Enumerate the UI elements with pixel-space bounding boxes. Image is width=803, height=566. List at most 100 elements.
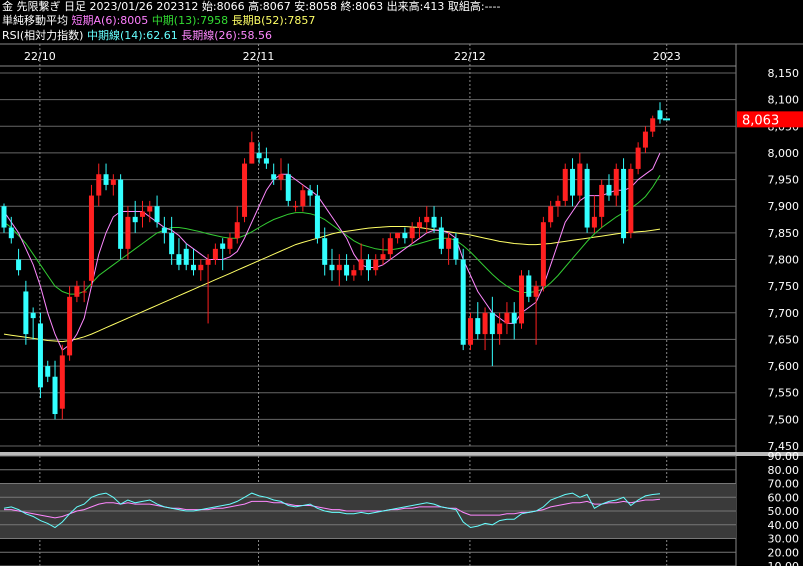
candle-up: [409, 227, 415, 239]
candle-down: [30, 312, 36, 319]
candle-down: [37, 323, 43, 388]
candle-down: [191, 264, 197, 271]
price-tick-label: 7,450: [768, 440, 800, 453]
rsi-mid-legend: 中期線(14):62.61: [86, 29, 178, 42]
candle-up: [227, 238, 233, 249]
ma-mid-line: [3, 175, 661, 295]
candle-up: [642, 131, 648, 148]
candle-down: [606, 184, 612, 196]
candle-down: [657, 110, 663, 120]
price-tick-label: 8,150: [768, 67, 800, 80]
rsi-tick-label: 20.00: [768, 546, 800, 559]
candle-down: [475, 318, 481, 335]
candle-up: [416, 222, 422, 228]
candle-up: [358, 259, 364, 271]
candle-down: [570, 168, 576, 196]
price-tick-label: 8,100: [768, 94, 800, 107]
candle-down: [8, 227, 14, 239]
candle-up: [293, 206, 299, 208]
rsi-long-line: [4, 498, 661, 519]
rsi-tick-label: 80.00: [768, 464, 800, 477]
ma-long-legend: 長期B(52):7857: [231, 14, 316, 27]
candle-up: [548, 206, 554, 223]
candle-down: [118, 179, 124, 249]
rsi-panel: 90.0080.0070.0060.0050.0040.0030.0020.00…: [0, 450, 799, 566]
date-label: 22/12: [454, 50, 486, 63]
rsi-mid-line: [3, 492, 661, 529]
price-tick-label: 7,550: [768, 387, 800, 400]
last-price-box: [737, 111, 803, 128]
candle-down: [314, 195, 320, 239]
instrument-summary: 金 先限繋ぎ 日足 2023/01/26 202312 始:8066 高:806…: [2, 0, 501, 13]
candle-down: [154, 206, 160, 223]
candle-up: [351, 270, 357, 276]
rsi-long-legend: 長期線(26):58.56: [181, 29, 273, 42]
price-tick-label: 7,750: [768, 280, 800, 293]
moving-averages: [3, 152, 661, 351]
candle-up: [533, 286, 539, 297]
candle-up: [67, 296, 73, 356]
candle-down: [161, 227, 167, 233]
candle-up: [650, 118, 656, 132]
candle-up: [446, 238, 452, 249]
candle-up: [212, 248, 218, 260]
date-axis: 22/10 22/11 22/12 2023: [24, 50, 681, 63]
ma-short-line: [3, 152, 661, 351]
candle-up: [249, 142, 255, 164]
rsi-tick-label: 30.00: [768, 533, 800, 546]
date-label: 22/10: [24, 50, 56, 63]
candle-down: [365, 259, 371, 271]
candle-up: [387, 238, 393, 255]
candle-up: [198, 264, 204, 271]
candle-up: [88, 195, 94, 281]
candle-up: [555, 200, 561, 207]
candle-down: [23, 291, 29, 335]
candle-up: [205, 259, 211, 265]
ma-legend: 単純移動平均 短期A(6):8005 中期(13):7958 長期B(52):7…: [2, 14, 315, 28]
candles: [1, 102, 663, 420]
candle-down: [103, 174, 109, 185]
candle-up: [635, 147, 641, 169]
price-axis: 8,1508,1008,0508,0007,9507,9007,8507,800…: [768, 67, 800, 453]
price-tick-label: 7,800: [768, 254, 800, 267]
date-label: 22/11: [243, 50, 275, 63]
candle-down: [16, 259, 22, 271]
price-tick-label: 7,650: [768, 333, 800, 346]
candle-up: [234, 222, 240, 239]
rsi-legend-title: RSI(相対力指数): [2, 29, 84, 42]
candle-down: [132, 216, 138, 223]
rsi-tick-label: 40.00: [768, 519, 800, 532]
candle-down: [176, 254, 182, 265]
candle-up: [599, 184, 605, 217]
candle-down: [45, 366, 51, 377]
rsi-tick-label: 50.00: [768, 505, 800, 518]
candle-up: [540, 222, 546, 287]
rsi-tick-label: 60.00: [768, 491, 800, 504]
price-tick-label: 7,600: [768, 360, 800, 373]
ma-long-line: [3, 226, 661, 343]
candle-down: [329, 264, 335, 271]
candle-down: [526, 275, 532, 297]
candle-down: [307, 190, 313, 196]
candle-down: [220, 243, 226, 249]
candle-down: [256, 152, 262, 159]
candle-up: [395, 232, 401, 239]
candle-up: [424, 216, 430, 223]
candle-up: [519, 275, 525, 324]
price-tick-label: 7,500: [768, 413, 800, 426]
price-tick-label: 7,900: [768, 200, 800, 213]
rsi-legend: RSI(相対力指数) 中期線(14):62.61 長期線(26):58.56: [2, 29, 272, 43]
candle-up: [300, 190, 306, 207]
candle-up: [482, 312, 488, 335]
rsi-tick-label: 90.00: [768, 450, 800, 463]
candle-up: [110, 179, 116, 185]
chart-title-line: 金 先限繋ぎ 日足 2023/01/26 202312 始:8066 高:806…: [2, 0, 500, 14]
ma-legend-title: 単純移動平均: [2, 14, 68, 27]
candle-up: [380, 254, 386, 260]
candle-down: [438, 227, 444, 249]
candle-up: [467, 318, 473, 345]
candle-up: [336, 264, 342, 271]
candle-up: [147, 206, 153, 212]
candle-down: [460, 259, 466, 345]
